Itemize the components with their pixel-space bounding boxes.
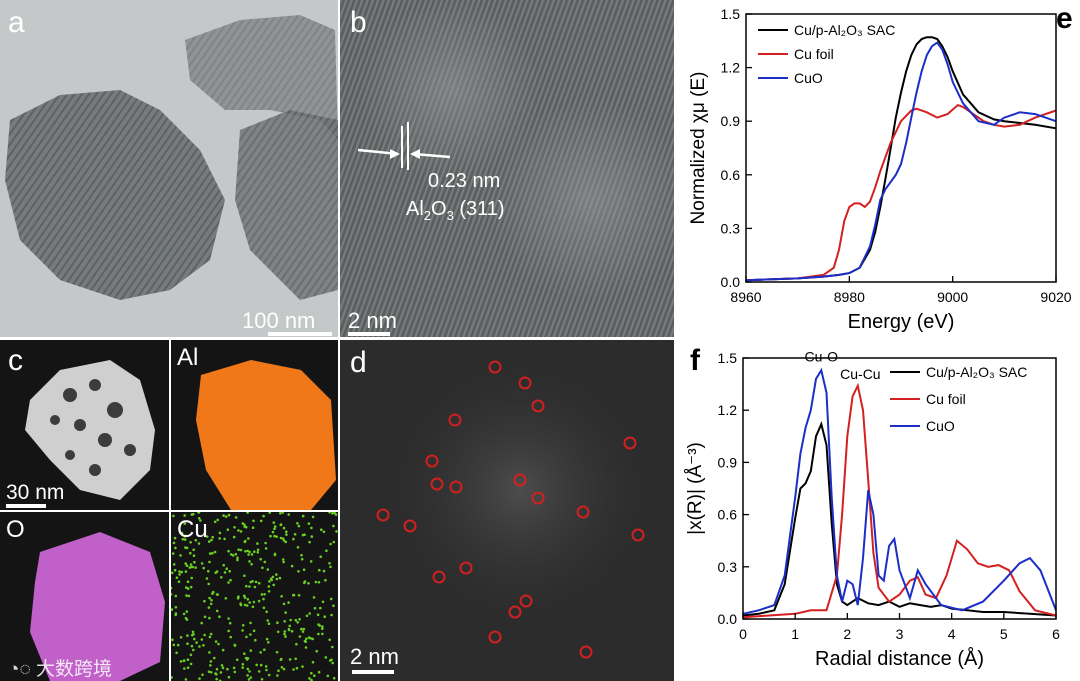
o-map-fill <box>30 532 165 681</box>
y-tick-label: 0.6 <box>718 507 738 523</box>
y-tick-label: 0.3 <box>718 559 738 575</box>
plot-frame <box>742 357 1057 620</box>
panel-c-eds-cu-map: Cu <box>171 512 338 681</box>
scalebar-d <box>352 670 394 674</box>
x-tick-label: 6 <box>1052 626 1060 642</box>
peak-annotation: Cu-Cu <box>840 366 880 382</box>
y-tick-label: 1.2 <box>718 402 738 418</box>
legend-entry: CuO <box>794 70 823 86</box>
chart-e-xanes: 8960 8980 9000 9020 0.0 0.3 0.6 0.9 1.2 1.5 Energy… <box>688 6 1072 333</box>
series-line-0 <box>742 420 1057 617</box>
y-tick-label: 0.9 <box>721 113 741 129</box>
y-tick-label: 0.0 <box>718 611 738 627</box>
lattice-plane-label: Al2O3 (311) <box>406 198 505 223</box>
x-axis-label: Radial distance (Å) <box>815 647 984 670</box>
watermark-logo-icon: ◔◌ <box>8 659 37 680</box>
y-tick-label: 0.3 <box>721 220 741 236</box>
x-tick-label: 5 <box>1000 626 1008 642</box>
panel-b-hrtem-image: b 0.23 nm Al2O3 (311) 2 nm <box>340 0 674 337</box>
single-atom-markers <box>376 360 650 659</box>
scalebar-label-b: 2 nm <box>348 308 397 333</box>
map-label-al: Al <box>177 344 199 371</box>
x-tick-label: 9000 <box>937 289 968 305</box>
panel-label-b: b <box>350 6 367 39</box>
legend-entry: Cu/p-Al₂O₃ SAC <box>794 22 895 38</box>
x-tick-label: 3 <box>896 626 904 642</box>
x-tick-label: 8960 <box>730 289 761 305</box>
y-tick-label: 0.0 <box>721 274 741 290</box>
x-tick-label: 0 <box>739 626 747 642</box>
x-axis-label: Energy (eV) <box>848 311 955 333</box>
series-line-1 <box>745 103 1057 282</box>
series-line-2 <box>742 367 1057 615</box>
legend-entry: Cu foil <box>926 391 966 407</box>
plot-frame <box>745 13 1057 283</box>
al-map-fill <box>196 360 336 510</box>
scalebar-a <box>268 332 332 336</box>
panel-c-eds-al-map: Al <box>171 340 338 510</box>
y-axis-label: |x(R)| (Å⁻³) <box>685 442 706 535</box>
tem-particle-graphic <box>5 15 338 300</box>
series-line-0 <box>745 36 1057 282</box>
cu-map-dots <box>171 512 338 681</box>
legend-entry: CuO <box>926 418 955 434</box>
panel-label-c: c <box>8 344 23 377</box>
map-label-o: O <box>6 516 25 543</box>
series-line-1 <box>742 382 1057 619</box>
scalebar-label-a: 100 nm <box>242 308 316 333</box>
y-axis-label: Normalized χμ (E) <box>688 72 709 225</box>
y-tick-label: 1.2 <box>721 60 741 76</box>
x-tick-label: 8980 <box>834 289 865 305</box>
x-tick-label: 4 <box>948 626 956 642</box>
panel-d-haadf-stem: d 2 nm <box>340 340 674 681</box>
x-tick-label: 1 <box>791 626 799 642</box>
y-tick-label: 1.5 <box>721 6 741 22</box>
x-tick-label: 9020 <box>1040 289 1071 305</box>
map-label-cu: Cu <box>177 516 208 543</box>
y-tick-label: 0.6 <box>721 167 741 183</box>
scalebar-c <box>6 504 46 508</box>
scalebar-b <box>348 332 390 336</box>
peak-annotation: Cu-O <box>805 348 839 364</box>
y-tick-label: 1.5 <box>718 350 738 366</box>
panel-label-a: a <box>8 6 25 39</box>
series-line-2 <box>745 41 1057 282</box>
panel-label-f: f <box>690 344 700 377</box>
panel-label-d: d <box>350 346 367 379</box>
chart-f-exafs: 0 1 2 3 4 5 6 0.0 0.3 0.6 0.9 1.2 1.5 Radial distance… <box>685 348 1060 670</box>
watermark-text: ◔◌ 大数跨境 <box>8 659 113 680</box>
haadf-particle <box>25 360 155 500</box>
panel-a-tem-image: a 100 nm <box>0 0 338 337</box>
legend-entry: Cu/p-Al₂O₃ SAC <box>926 364 1027 380</box>
panel-c-eds-haadf: c 30 nm <box>0 340 169 510</box>
panel-label-e: e <box>1056 2 1073 35</box>
lattice-spacing-label: 0.23 nm <box>428 170 501 192</box>
x-tick-label: 2 <box>843 626 851 642</box>
y-tick-label: 0.9 <box>718 454 738 470</box>
scalebar-label-d: 2 nm <box>350 644 399 669</box>
legend-entry: Cu foil <box>794 46 834 62</box>
panel-c-eds-o-map: O ◔◌ 大数跨境 <box>0 512 169 681</box>
scalebar-label-c: 30 nm <box>6 481 65 504</box>
hrtem-texture <box>340 0 674 337</box>
